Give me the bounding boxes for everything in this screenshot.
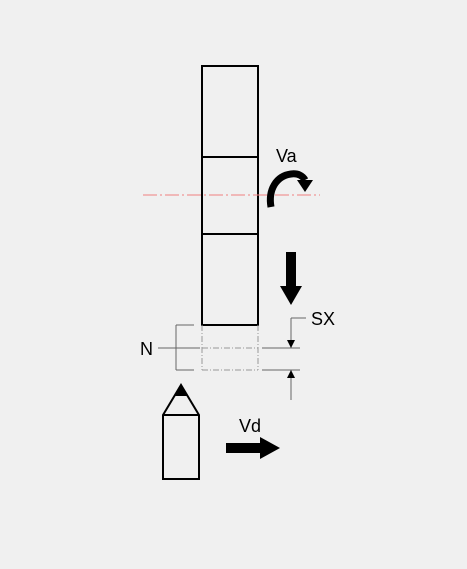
n-dimension [158, 324, 200, 371]
feed-label: Vd [239, 416, 261, 436]
curved-arrow-icon [266, 170, 313, 208]
dimension-label: N [140, 339, 153, 359]
arrow-down-icon [280, 252, 302, 305]
cutting-tool [162, 383, 200, 480]
sx-dimension [262, 317, 306, 400]
rotation-label: Va [276, 146, 298, 166]
arrow-right-icon [226, 437, 280, 459]
stock-removal-region [201, 325, 259, 371]
stock-label: SX [311, 309, 335, 329]
